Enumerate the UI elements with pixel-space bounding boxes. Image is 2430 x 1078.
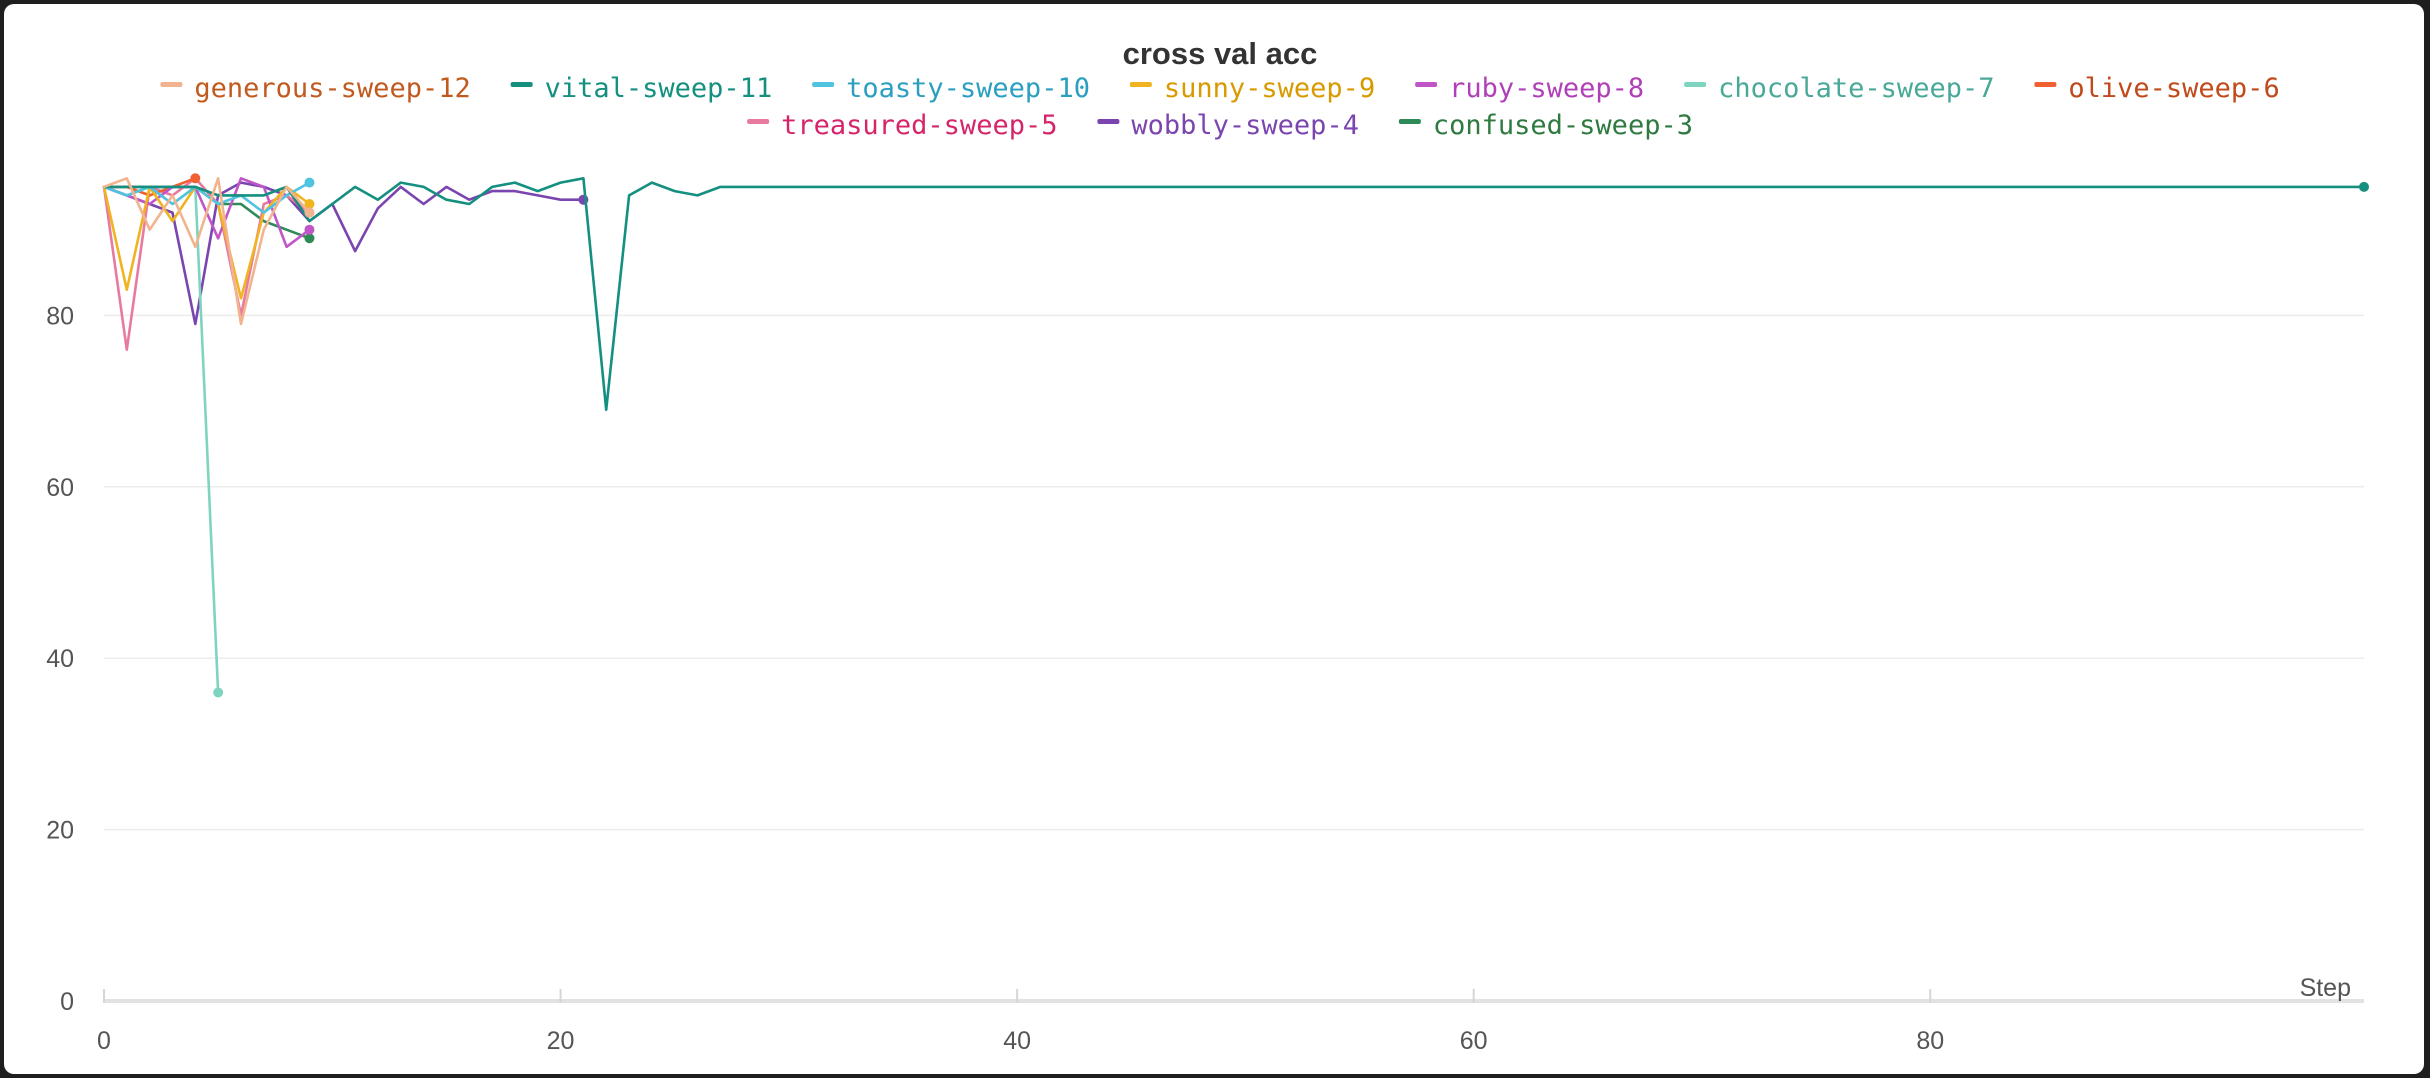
line-chart: cross val acc 0 20 40 60 80 0 20 40 60 80 generou… [46, 36, 2369, 1055]
series-endpoint-generous-sweep-12[interactable] [304, 207, 315, 218]
legend-label: wobbly-sweep-4 [1131, 110, 1359, 141]
gridlines [104, 314, 2364, 831]
series-line-toasty-sweep-10[interactable] [102, 181, 311, 214]
x-tick-label: 20 [547, 1027, 575, 1055]
series-line-generous-sweep-12[interactable] [102, 177, 311, 326]
legend-swatch [1398, 119, 1421, 124]
series-endpoint-chocolate-sweep-7[interactable] [213, 687, 224, 698]
legend: generous-sweep-12 vital-sweep-11 toasty-sw… [160, 73, 2280, 141]
y-tick-label: 80 [46, 302, 74, 330]
series-line-vital-sweep-11[interactable] [102, 177, 2366, 412]
series-lines [102, 173, 2369, 698]
legend-item-generous-sweep-12[interactable]: generous-sweep-12 [160, 73, 471, 104]
y-tick-label: 0 [60, 988, 74, 1016]
legend-swatch [812, 82, 835, 87]
legend-swatch [2034, 82, 2057, 87]
y-tick-label: 60 [46, 474, 74, 502]
axes: 0 20 40 60 80 0 20 40 60 80 [46, 302, 2364, 1055]
x-tick-label: 40 [1003, 1027, 1031, 1055]
legend-item-sunny-sweep-9[interactable]: sunny-sweep-9 [1129, 73, 1375, 104]
series-endpoint-sunny-sweep-9[interactable] [304, 198, 315, 209]
x-axis-label: Step [2300, 974, 2351, 1002]
y-tick-label: 20 [46, 817, 74, 845]
legend-swatch [160, 82, 183, 87]
x-tick-label: 60 [1460, 1027, 1488, 1055]
legend-label: ruby-sweep-8 [1449, 73, 1644, 104]
legend-item-vital-sweep-11[interactable]: vital-sweep-11 [510, 73, 773, 104]
legend-swatch [1129, 82, 1152, 87]
series-endpoint-ruby-sweep-8[interactable] [304, 224, 315, 235]
legend-item-wobbly-sweep-4[interactable]: wobbly-sweep-4 [1097, 110, 1359, 141]
x-tick-label: 0 [97, 1027, 111, 1055]
x-tick-label: 80 [1916, 1027, 1944, 1055]
series-line-wobbly-sweep-4[interactable] [102, 181, 585, 326]
legend-label: vital-sweep-11 [545, 73, 773, 104]
legend-swatch [1415, 82, 1438, 87]
chart-panel: cross val acc 0 20 40 60 80 0 20 40 60 80 generou… [4, 4, 2424, 1074]
series-endpoint-confused-sweep-3[interactable] [304, 233, 315, 244]
legend-item-toasty-sweep-10[interactable]: toasty-sweep-10 [812, 73, 1090, 104]
legend-label: olive-sweep-6 [2068, 73, 2279, 104]
legend-swatch [747, 119, 770, 124]
legend-item-chocolate-sweep-7[interactable]: chocolate-sweep-7 [1684, 73, 1994, 104]
legend-swatch [1097, 119, 1120, 124]
legend-label: chocolate-sweep-7 [1718, 73, 1994, 104]
series-endpoint-toasty-sweep-10[interactable] [304, 177, 315, 188]
legend-swatch [1684, 82, 1707, 87]
legend-label: generous-sweep-12 [194, 73, 470, 104]
legend-label: toasty-sweep-10 [846, 73, 1090, 104]
legend-label: confused-sweep-3 [1433, 110, 1693, 141]
legend-item-olive-sweep-6[interactable]: olive-sweep-6 [2034, 73, 2280, 104]
legend-item-treasured-sweep-5[interactable]: treasured-sweep-5 [747, 110, 1057, 141]
series-endpoint-olive-sweep-6[interactable] [190, 173, 201, 184]
y-tick-label: 40 [46, 645, 74, 673]
chart-title: cross val acc [1123, 36, 1318, 71]
legend-item-ruby-sweep-8[interactable]: ruby-sweep-8 [1415, 73, 1644, 104]
legend-item-confused-sweep-3[interactable]: confused-sweep-3 [1398, 110, 1693, 141]
series-endpoint-vital-sweep-11[interactable] [2359, 181, 2369, 192]
legend-label: treasured-sweep-5 [781, 110, 1057, 141]
legend-label: sunny-sweep-9 [1164, 73, 1375, 104]
legend-swatch [510, 82, 533, 87]
